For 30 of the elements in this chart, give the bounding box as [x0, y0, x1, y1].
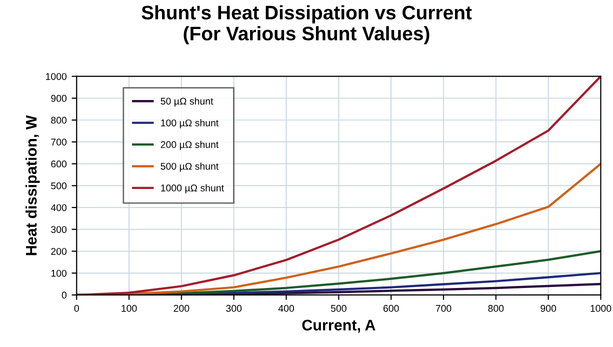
x-tick-label: 800 [488, 304, 504, 312]
y-tick-label: 200 [51, 248, 67, 255]
y-axis-title: Heat dissipation, W [25, 115, 40, 256]
x-tick-label: 1000 [590, 304, 612, 312]
y-tick-label: 500 [51, 182, 67, 190]
y-tick-label: 600 [51, 160, 67, 168]
y-tick-label: 400 [50, 204, 67, 212]
x-tick-label: 300 [226, 304, 242, 312]
y-tick-label: 100 [51, 270, 67, 277]
x-tick-label: 200 [174, 304, 190, 312]
x-tick-label: 900 [540, 304, 556, 312]
y-tick-label: 700 [51, 138, 67, 146]
y-tick-label: 300 [51, 226, 67, 233]
x-tick-label: 400 [278, 304, 294, 312]
x-tick-label: 700 [436, 304, 452, 312]
y-tick-label: 0 [62, 292, 67, 299]
legend-label: 1000 µΩ shunt [161, 184, 224, 194]
legend-label: 500 µΩ shunt [160, 162, 219, 172]
x-tick-label: 600 [383, 304, 399, 312]
chart-title: Shunt's Heat Dissipation vs Current (For Various Shunt Values) [142, 5, 472, 44]
y-tick-label: 800 [51, 116, 67, 124]
y-tick-label: 1000 [46, 73, 67, 80]
legend-label: 200 µΩ shunt [160, 140, 219, 150]
x-axis-title: Current, A [302, 320, 376, 333]
x-tick-label: 100 [122, 304, 137, 312]
legend-label: 50 µΩ shunt [160, 97, 214, 107]
x-tick-label: 0 [74, 304, 79, 312]
legend-label: 100 µΩ shunt [161, 119, 219, 128]
y-tick-label: 900 [51, 94, 67, 102]
x-tick-label: 500 [330, 304, 346, 312]
